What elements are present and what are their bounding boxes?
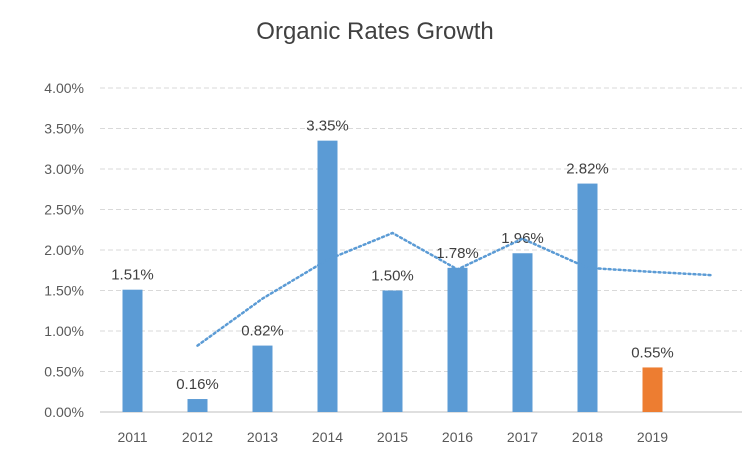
- bar: [447, 267, 468, 412]
- chart-title: Organic Rates Growth: [256, 18, 494, 45]
- bar: [187, 399, 208, 412]
- x-tick-label: 2014: [312, 429, 343, 445]
- y-tick-label: 3.00%: [44, 161, 84, 177]
- data-label: 1.51%: [111, 267, 154, 284]
- y-tick-label: 4.00%: [44, 80, 84, 96]
- y-tick-label: 1.00%: [44, 323, 84, 339]
- x-tick-label: 2016: [442, 429, 473, 445]
- bar: [317, 140, 338, 412]
- bar: [122, 289, 143, 412]
- data-label: 0.16%: [176, 376, 219, 393]
- data-label: 1.78%: [436, 245, 479, 262]
- data-label: 0.55%: [631, 344, 674, 361]
- data-label: 0.82%: [241, 323, 284, 340]
- x-tick-label: 2017: [507, 429, 538, 445]
- bar: [252, 345, 273, 412]
- x-tick-label: 2018: [572, 429, 603, 445]
- bar: [577, 183, 598, 412]
- data-label: 1.50%: [371, 268, 414, 285]
- data-label: 2.82%: [566, 161, 609, 178]
- y-tick-label: 2.00%: [44, 242, 84, 258]
- bar: [512, 253, 533, 412]
- x-tick-label: 2013: [247, 429, 278, 445]
- y-tick-label: 0.50%: [44, 364, 84, 380]
- bar: [382, 290, 403, 412]
- x-tick-label: 2015: [377, 429, 408, 445]
- y-tick-label: 3.50%: [44, 121, 84, 137]
- trendline: [196, 231, 713, 347]
- x-tick-label: 2019: [637, 429, 668, 445]
- y-tick-label: 1.50%: [44, 283, 84, 299]
- y-tick-label: 2.50%: [44, 202, 84, 218]
- x-tick-label: 2011: [117, 429, 147, 445]
- bar: [642, 367, 663, 412]
- data-label: 3.35%: [306, 118, 349, 135]
- x-tick-label: 2012: [182, 429, 213, 445]
- y-tick-label: 0.00%: [44, 404, 84, 420]
